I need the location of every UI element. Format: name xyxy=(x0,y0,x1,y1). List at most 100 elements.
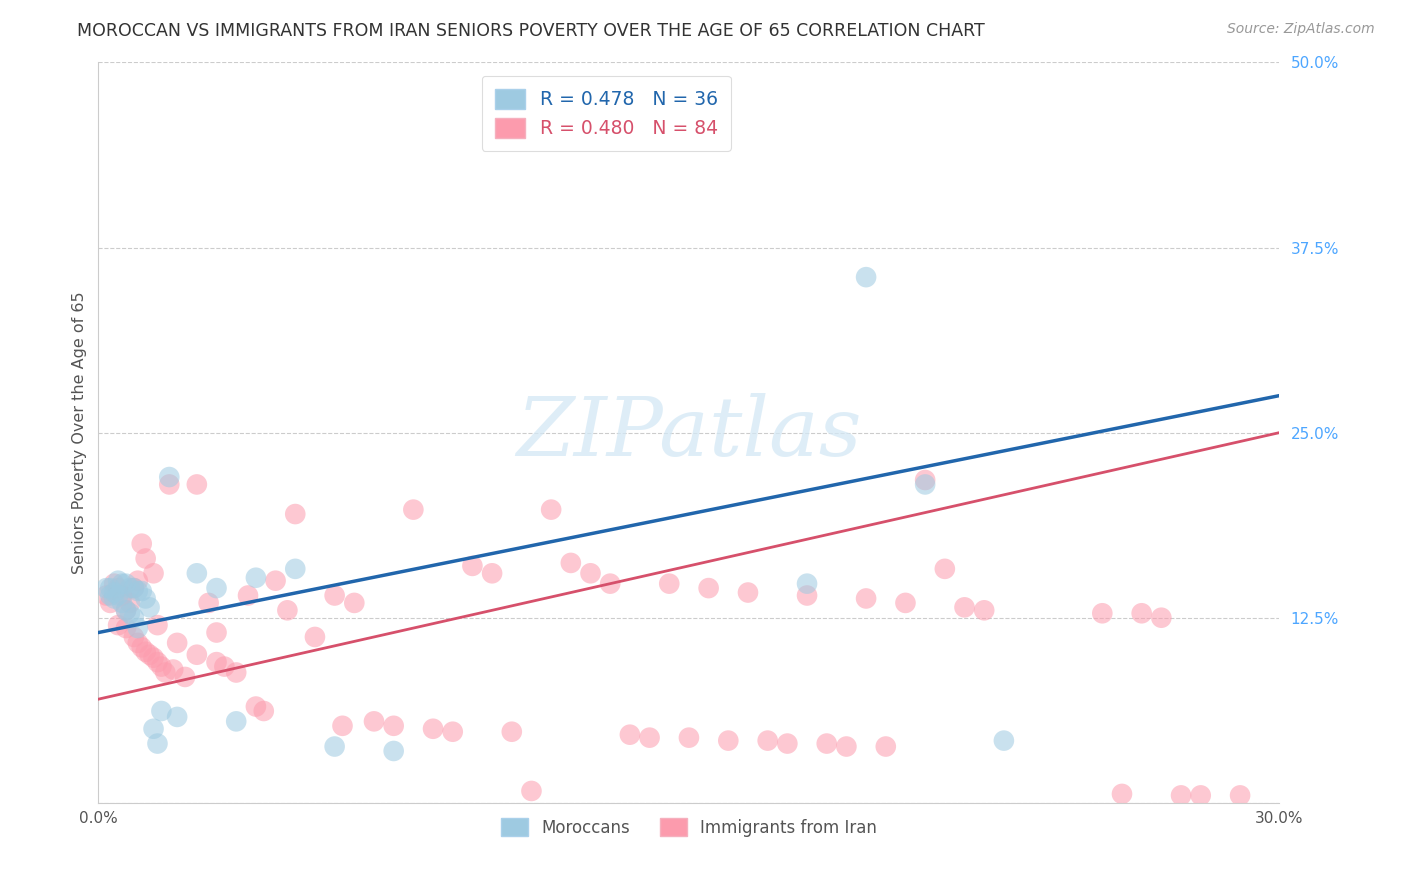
Point xyxy=(146,655,169,669)
Point xyxy=(1111,787,1133,801)
Point xyxy=(157,470,180,484)
Point xyxy=(131,584,153,599)
Point xyxy=(481,566,503,581)
Point xyxy=(855,270,877,285)
Point xyxy=(111,589,134,603)
Point xyxy=(1170,789,1192,803)
Point xyxy=(115,576,138,591)
Point xyxy=(835,739,858,754)
Point xyxy=(658,576,681,591)
Point xyxy=(619,728,641,742)
Point xyxy=(103,585,125,599)
Point xyxy=(914,477,936,491)
Point xyxy=(107,589,129,603)
Point xyxy=(122,581,145,595)
Point xyxy=(115,621,138,635)
Point xyxy=(122,610,145,624)
Point xyxy=(150,704,173,718)
Text: Source: ZipAtlas.com: Source: ZipAtlas.com xyxy=(1227,22,1375,37)
Point xyxy=(205,655,228,669)
Point xyxy=(253,704,276,718)
Point xyxy=(953,600,976,615)
Point xyxy=(142,722,165,736)
Point xyxy=(127,636,149,650)
Point xyxy=(520,784,543,798)
Point xyxy=(697,581,720,595)
Point xyxy=(402,502,425,516)
Point xyxy=(107,618,129,632)
Point xyxy=(186,566,208,581)
Point xyxy=(461,558,484,573)
Point xyxy=(131,640,153,655)
Point xyxy=(225,714,247,729)
Point xyxy=(815,737,838,751)
Point xyxy=(98,596,121,610)
Point xyxy=(717,733,740,747)
Point xyxy=(131,536,153,550)
Point xyxy=(245,699,267,714)
Point xyxy=(796,576,818,591)
Point xyxy=(162,663,184,677)
Text: MOROCCAN VS IMMIGRANTS FROM IRAN SENIORS POVERTY OVER THE AGE OF 65 CORRELATION : MOROCCAN VS IMMIGRANTS FROM IRAN SENIORS… xyxy=(77,22,986,40)
Point xyxy=(323,589,346,603)
Point xyxy=(138,648,160,662)
Point xyxy=(894,596,917,610)
Point xyxy=(127,574,149,588)
Point xyxy=(284,562,307,576)
Point xyxy=(107,581,129,595)
Point xyxy=(276,603,298,617)
Point xyxy=(973,603,995,617)
Point xyxy=(599,576,621,591)
Point xyxy=(332,719,354,733)
Point xyxy=(225,665,247,680)
Point xyxy=(579,566,602,581)
Point xyxy=(166,710,188,724)
Point xyxy=(205,625,228,640)
Legend: Moroccans, Immigrants from Iran: Moroccans, Immigrants from Iran xyxy=(488,805,890,850)
Point xyxy=(382,719,405,733)
Point xyxy=(96,581,118,595)
Point xyxy=(993,733,1015,747)
Point xyxy=(1229,789,1251,803)
Point xyxy=(135,645,157,659)
Y-axis label: Seniors Poverty Over the Age of 65: Seniors Poverty Over the Age of 65 xyxy=(72,292,87,574)
Point xyxy=(1150,610,1173,624)
Point xyxy=(166,636,188,650)
Point xyxy=(323,739,346,754)
Point xyxy=(155,665,177,680)
Point xyxy=(96,589,118,603)
Point xyxy=(122,630,145,644)
Point xyxy=(678,731,700,745)
Text: ZIPatlas: ZIPatlas xyxy=(516,392,862,473)
Point xyxy=(197,596,219,610)
Point xyxy=(98,589,121,603)
Point xyxy=(1189,789,1212,803)
Point xyxy=(150,659,173,673)
Point xyxy=(186,648,208,662)
Point xyxy=(135,551,157,566)
Point xyxy=(934,562,956,576)
Point xyxy=(363,714,385,729)
Point xyxy=(560,556,582,570)
Point xyxy=(111,576,134,591)
Point xyxy=(146,618,169,632)
Point xyxy=(343,596,366,610)
Point xyxy=(115,603,138,617)
Point xyxy=(304,630,326,644)
Point xyxy=(284,507,307,521)
Point xyxy=(122,581,145,595)
Point xyxy=(186,477,208,491)
Point xyxy=(540,502,562,516)
Point xyxy=(875,739,897,754)
Point xyxy=(382,744,405,758)
Point xyxy=(142,566,165,581)
Point xyxy=(756,733,779,747)
Point xyxy=(118,607,141,621)
Point xyxy=(103,591,125,606)
Point xyxy=(103,576,125,591)
Point xyxy=(236,589,259,603)
Point xyxy=(638,731,661,745)
Point xyxy=(138,600,160,615)
Point xyxy=(127,621,149,635)
Point xyxy=(142,650,165,665)
